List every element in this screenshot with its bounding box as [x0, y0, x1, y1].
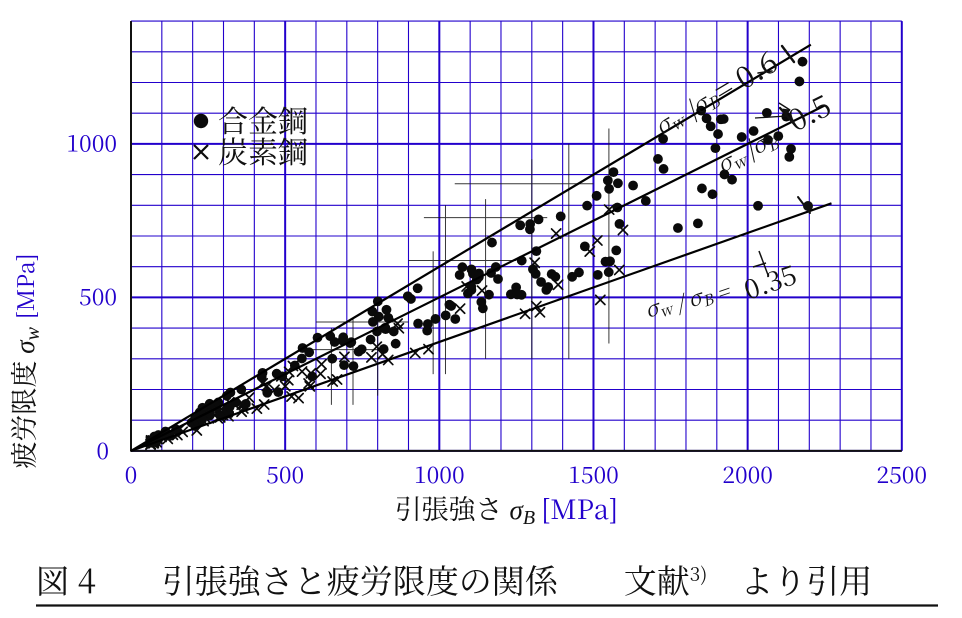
svg-text:500: 500 — [79, 279, 117, 312]
svg-text:図 4 引張強さと疲労限度の関係 文献3) より引用: 図 4 引張強さと疲労限度の関係 文献3) より引用 — [36, 556, 872, 603]
svg-text:1000: 1000 — [414, 457, 465, 490]
svg-text:疲労限度 σw[MPa]: 疲労限度 σw[MPa] — [3, 253, 44, 468]
svg-text:2000: 2000 — [722, 457, 773, 490]
svg-text:2500: 2500 — [876, 457, 927, 490]
svg-text:引張強さ σB[MPa]: 引張強さ σB [MPa] — [395, 488, 619, 529]
svg-text:0: 0 — [125, 457, 138, 490]
svg-text:炭素鋼: 炭素鋼 — [218, 128, 308, 172]
svg-text:1500: 1500 — [568, 457, 619, 490]
svg-text:0: 0 — [96, 433, 109, 466]
svg-text:500: 500 — [266, 457, 304, 490]
svg-text:1000: 1000 — [66, 126, 117, 159]
